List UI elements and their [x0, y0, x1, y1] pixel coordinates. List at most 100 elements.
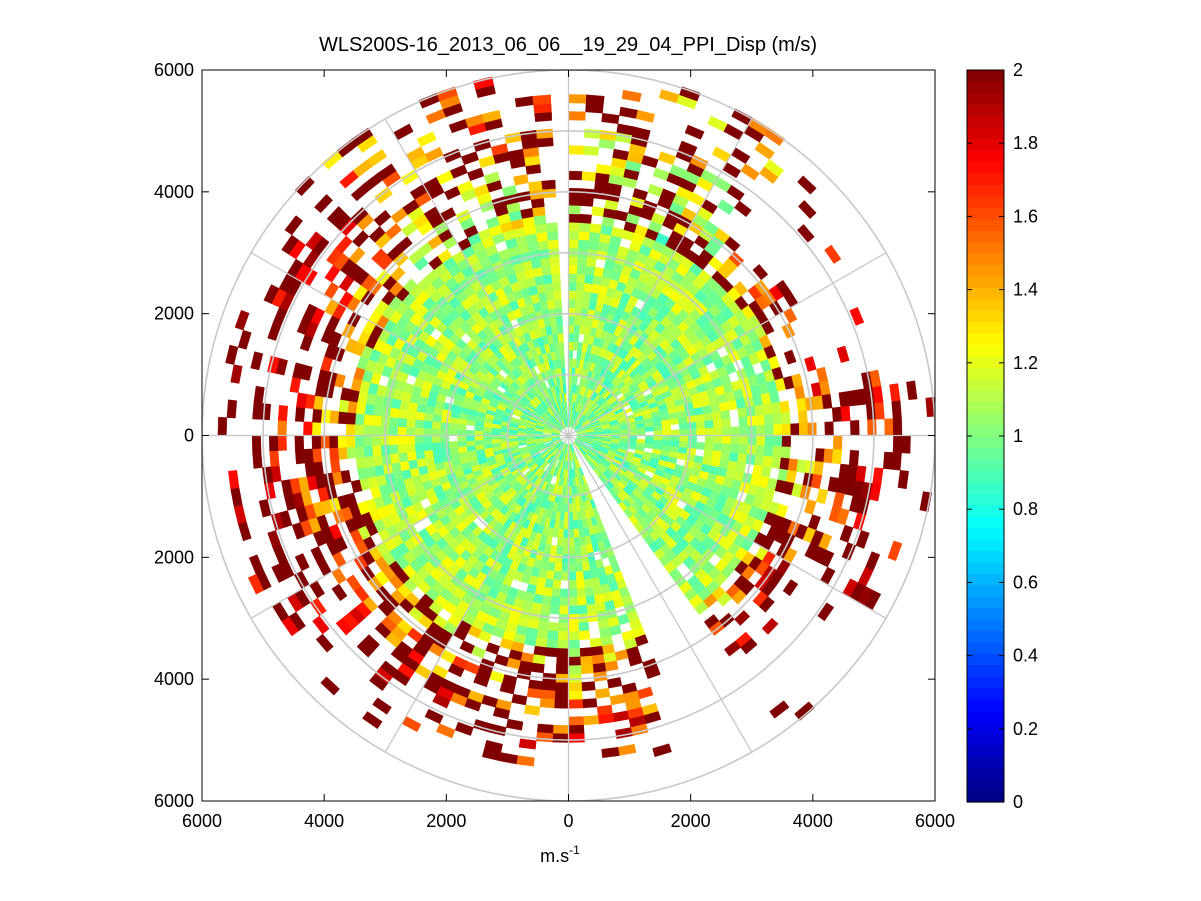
ppi-cell — [577, 604, 588, 615]
ppi-cell — [389, 407, 400, 418]
ppi-cell — [865, 403, 877, 421]
ppi-cell — [557, 622, 569, 632]
ppi-cell — [737, 407, 748, 418]
ppi-cell — [355, 456, 367, 470]
ppi-cell — [754, 454, 765, 467]
colorbar-step — [967, 744, 1004, 757]
ppi-cell — [568, 332, 575, 343]
colorbar-step — [967, 207, 1004, 220]
ppi-cell — [388, 425, 398, 436]
ppi-cell — [416, 131, 437, 147]
colorbar-step — [967, 287, 1004, 300]
ppi-cell — [636, 427, 646, 433]
ppi-cell — [312, 615, 330, 635]
ppi-cell — [337, 446, 348, 460]
ppi-cell — [568, 145, 584, 155]
ppi-cell — [678, 416, 688, 425]
colorbar-step — [967, 767, 1004, 780]
ppi-cell — [813, 461, 824, 476]
y-tick-label: 6000 — [154, 60, 194, 80]
ppi-cell — [583, 128, 601, 139]
ppi-cell — [371, 424, 381, 436]
ppi-cell — [568, 605, 579, 615]
ppi-cell — [556, 537, 564, 547]
ppi-cell — [713, 427, 723, 436]
ppi-cell — [474, 435, 484, 441]
ppi-cell — [320, 676, 340, 696]
ppi-cell — [589, 637, 603, 648]
ppi-cell — [669, 417, 680, 426]
ppi-cell — [499, 682, 516, 695]
ppi-cell — [580, 664, 594, 675]
ppi-cell — [790, 423, 800, 436]
ppi-cell — [832, 435, 843, 451]
ppi-cell — [542, 586, 553, 597]
x-tick-label: 2000 — [671, 811, 711, 831]
ppi-cell — [696, 428, 706, 436]
ppi-cell — [369, 673, 388, 692]
ppi-cell — [546, 230, 559, 241]
ppi-cell — [537, 240, 550, 251]
ppi-cell — [754, 404, 765, 417]
y-axis: 6000 4000 2000 0 2000 4000 6000 — [154, 60, 935, 811]
ppi-cell — [253, 385, 265, 404]
colorbar-step — [967, 321, 1004, 334]
colorbar-step — [967, 172, 1004, 185]
ppi-cell — [710, 403, 721, 414]
ppi-cell — [363, 445, 374, 458]
colorbar-step — [967, 493, 1004, 506]
ppi-cell — [310, 546, 325, 564]
colorbar-step — [967, 298, 1004, 311]
ppi-cell — [431, 420, 442, 430]
ppi-cell — [536, 732, 554, 743]
colorbar-step — [967, 413, 1004, 426]
x-tick-label: 4000 — [793, 811, 833, 831]
ppi-cell — [684, 124, 705, 140]
ppi-cell — [662, 435, 672, 442]
ppi-cell — [553, 570, 562, 581]
ppi-cell — [670, 435, 680, 442]
ppi-cell — [533, 645, 547, 657]
ppi-cell — [551, 273, 561, 284]
colorbar-step — [967, 424, 1004, 437]
ppi-cell — [755, 414, 766, 426]
ppi-cell — [568, 648, 581, 658]
ppi-cell — [356, 640, 375, 658]
ppi-cell — [581, 171, 597, 182]
ppi-cell — [740, 638, 758, 655]
ppi-cell — [568, 213, 581, 223]
colorbar-step — [967, 470, 1004, 483]
x-tick-label: 6000 — [182, 811, 222, 831]
ppi-cell — [424, 708, 444, 725]
ppi-cell — [422, 427, 433, 436]
ppi-cell — [568, 256, 579, 266]
ppi-cell — [534, 637, 548, 648]
ppi-cell — [574, 307, 583, 318]
colorbar-step — [967, 70, 1004, 83]
ppi-cell — [374, 622, 392, 639]
ppi-cell — [763, 413, 774, 426]
colorbar-step — [967, 779, 1004, 792]
ppi-cell — [329, 447, 340, 461]
ppi-cell — [406, 409, 417, 420]
ppi-cell — [440, 441, 450, 450]
ppi-cell — [770, 456, 782, 470]
ppi-cell — [590, 645, 604, 657]
colorbar-step — [967, 115, 1004, 128]
ppi-cell — [711, 450, 722, 460]
colorbar-step — [967, 699, 1004, 712]
colorbar-step — [967, 275, 1004, 288]
ppi-cell — [431, 428, 441, 436]
ppi-cell — [693, 600, 709, 616]
ppi-cell — [523, 635, 537, 647]
ppi-cell — [695, 420, 706, 430]
ppi-cell — [347, 400, 358, 414]
ppi-cell — [536, 628, 549, 640]
ppi-cell — [557, 333, 564, 343]
ppi-cell — [465, 440, 476, 447]
ppi-cell — [559, 597, 569, 607]
ppi-cell — [397, 435, 407, 445]
colorbar-tick-label: 0.4 — [1013, 646, 1038, 666]
ppi-cell — [544, 282, 554, 293]
ppi-cell — [763, 445, 774, 458]
